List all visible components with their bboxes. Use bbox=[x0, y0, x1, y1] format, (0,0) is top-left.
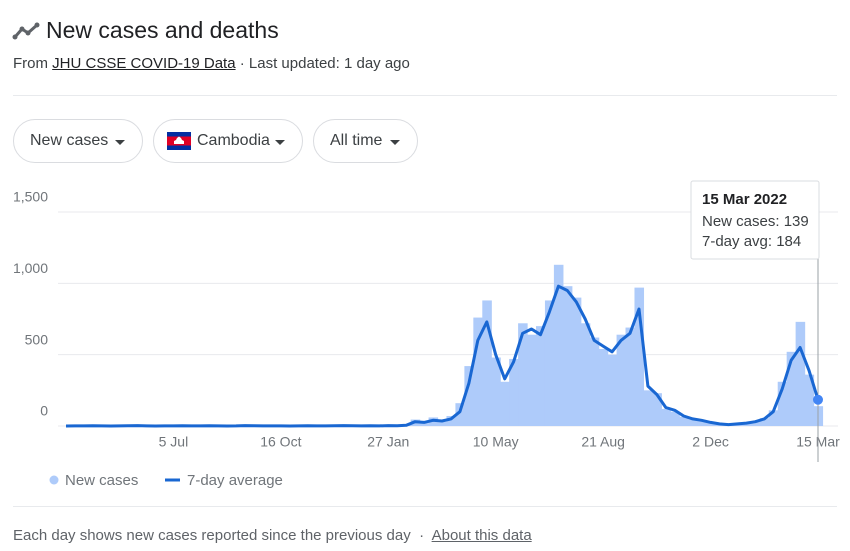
bar bbox=[509, 358, 519, 426]
bar bbox=[589, 337, 600, 426]
bar bbox=[697, 421, 707, 426]
tooltip-row: 7-day avg: 184 bbox=[702, 233, 801, 250]
trend-icon-dot bbox=[12, 34, 18, 40]
bar bbox=[625, 327, 636, 426]
bar bbox=[634, 287, 645, 426]
hover-dot bbox=[813, 394, 823, 405]
bar bbox=[670, 411, 680, 426]
source-link[interactable]: JHU CSSE COVID-19 Data bbox=[52, 55, 236, 72]
range-dropdown[interactable]: All time bbox=[313, 119, 418, 163]
bar bbox=[518, 323, 528, 426]
tooltip-box bbox=[690, 180, 820, 260]
bar bbox=[759, 418, 770, 426]
bar bbox=[580, 323, 591, 426]
y-tick-label: 500 bbox=[25, 331, 49, 347]
title: New cases and deaths bbox=[46, 17, 279, 43]
bar bbox=[553, 264, 564, 426]
bar bbox=[679, 416, 689, 426]
caret bbox=[390, 140, 400, 145]
x-tick-label: 5 Jul bbox=[159, 434, 189, 450]
legend-swatch bbox=[49, 475, 59, 485]
bar bbox=[437, 421, 448, 426]
caret bbox=[115, 140, 125, 145]
x-tick-label: 16 Oct bbox=[260, 434, 301, 450]
footer-note: Each day shows new cases reported since … bbox=[13, 527, 411, 544]
bar bbox=[527, 334, 537, 426]
bar bbox=[544, 300, 555, 426]
bar bbox=[464, 366, 474, 426]
y-tick-label: 1,000 bbox=[13, 260, 48, 276]
average-line bbox=[65, 284, 820, 428]
about-link[interactable]: About this data bbox=[431, 527, 532, 544]
bar bbox=[750, 422, 761, 426]
bar bbox=[786, 351, 797, 426]
bar bbox=[706, 422, 716, 426]
trend-icon bbox=[13, 23, 38, 38]
trend-icon-dot bbox=[19, 26, 25, 32]
bar bbox=[473, 317, 483, 426]
metric-dropdown[interactable]: New cases bbox=[13, 119, 143, 163]
x-tick-label: 10 May bbox=[473, 434, 519, 450]
source-prefix: From bbox=[13, 55, 48, 72]
divider bbox=[13, 506, 837, 507]
bar bbox=[607, 354, 618, 426]
legend-label: New cases bbox=[65, 472, 138, 489]
legend-label: 7-day average bbox=[187, 472, 283, 489]
caret bbox=[275, 140, 285, 145]
tooltip-row: New cases: 139 bbox=[702, 213, 809, 230]
bar bbox=[661, 408, 671, 426]
bar bbox=[616, 334, 627, 426]
bar bbox=[536, 326, 546, 426]
y-tick-label: 0 bbox=[40, 403, 48, 419]
bar bbox=[455, 403, 465, 426]
tooltip-title: 15 Mar 2022 bbox=[702, 191, 787, 208]
dropdown-label: All time bbox=[330, 132, 383, 149]
bar bbox=[688, 419, 698, 426]
x-tick-label: 21 Aug bbox=[581, 434, 625, 450]
flag bbox=[167, 132, 191, 150]
location-dropdown[interactable]: Cambodia bbox=[153, 119, 303, 163]
source: From JHU CSSE COVID-19 Data · Last updat… bbox=[13, 55, 410, 72]
bar bbox=[652, 393, 662, 426]
bar bbox=[482, 300, 492, 426]
bar bbox=[804, 374, 815, 426]
bar bbox=[491, 357, 501, 426]
x-tick-label: 27 Jan bbox=[367, 434, 409, 450]
bar bbox=[643, 390, 653, 426]
bar bbox=[777, 381, 788, 426]
bar bbox=[598, 348, 609, 426]
bar bbox=[795, 321, 806, 426]
bar bbox=[571, 297, 582, 426]
bar bbox=[419, 423, 430, 426]
trend-icon-dot bbox=[25, 30, 31, 36]
divider bbox=[13, 95, 837, 96]
x-tick-label: 2 Dec bbox=[692, 434, 729, 450]
footer: Each day shows new cases reported since … bbox=[13, 527, 532, 544]
bar bbox=[768, 410, 779, 426]
source-suffix: · Last updated: 1 day ago bbox=[239, 55, 410, 72]
bar bbox=[500, 381, 510, 426]
dropdown-label: Cambodia bbox=[197, 132, 270, 149]
footer-separator: · bbox=[419, 527, 425, 544]
dropdown-label: New cases bbox=[30, 132, 109, 149]
bar bbox=[741, 423, 752, 426]
trend-icon-dot bbox=[34, 22, 40, 28]
bar bbox=[562, 286, 573, 426]
bar bbox=[446, 416, 457, 426]
y-tick-label: 1,500 bbox=[13, 189, 48, 205]
